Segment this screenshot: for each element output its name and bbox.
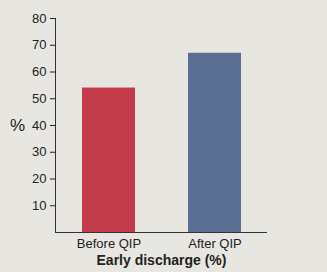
svg-text:40: 40	[32, 118, 46, 133]
svg-text:60: 60	[32, 64, 46, 79]
svg-text:Before QIP: Before QIP	[77, 236, 141, 251]
svg-text:10: 10	[32, 198, 46, 213]
svg-text:Early discharge (%): Early discharge (%)	[97, 252, 227, 268]
svg-text:30: 30	[32, 144, 46, 159]
svg-text:%: %	[10, 116, 25, 135]
svg-text:70: 70	[32, 37, 46, 52]
svg-text:After QIP: After QIP	[188, 236, 241, 251]
svg-text:20: 20	[32, 171, 46, 186]
svg-text:50: 50	[32, 91, 46, 106]
svg-text:80: 80	[32, 11, 46, 26]
